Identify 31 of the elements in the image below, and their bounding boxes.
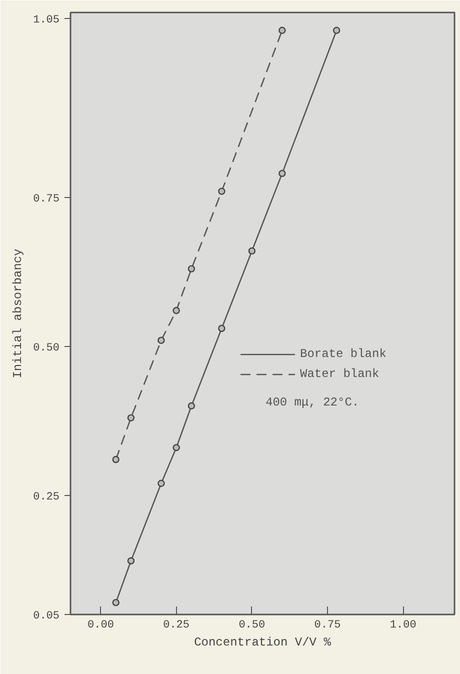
x-axis-title: Concentration V/V % (194, 636, 332, 650)
y-axis-title: Initial absorbancy (11, 248, 26, 378)
point (332, 26, 340, 34)
point (218, 188, 226, 195)
x-tick-label: 1.00 (390, 620, 416, 632)
x-tick-label: 0.00 (88, 620, 114, 632)
y-tick-label: 0.05 (33, 610, 60, 622)
point (278, 170, 286, 178)
y-tick-label: 1.05 (33, 14, 60, 26)
point (218, 324, 226, 332)
point (188, 265, 196, 272)
point (112, 456, 120, 464)
y-tick-label: 0.25 (33, 491, 60, 504)
point (278, 26, 286, 34)
y-tick-label: 0.50 (33, 342, 60, 354)
point (172, 444, 180, 452)
point (248, 247, 256, 255)
x-tick-label: 0.50 (238, 620, 266, 632)
point (127, 557, 135, 564)
point (158, 336, 165, 344)
y-tick-label: 0.75 (33, 193, 60, 206)
point (172, 306, 180, 314)
legend-label: Water blank (300, 367, 380, 381)
x-tick-label: 0.25 (163, 620, 190, 632)
point (127, 414, 135, 422)
legend-label: Borate blank (300, 347, 386, 361)
point (112, 598, 120, 606)
point (158, 480, 165, 487)
x-tick-label: 0.75 (314, 620, 341, 632)
point (188, 402, 196, 410)
annotation: 400 mμ, 22°C. (266, 396, 360, 410)
